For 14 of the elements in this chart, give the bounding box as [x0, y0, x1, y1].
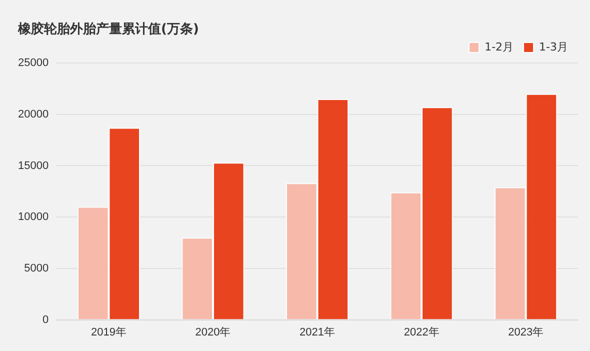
- legend-label: 1-2月: [484, 40, 514, 54]
- y-tick-label: 10000: [18, 211, 49, 224]
- y-tick-label: 15000: [18, 160, 49, 172]
- y-tick-label: 5000: [24, 262, 49, 274]
- x-tick-label: 2019年: [90, 326, 126, 338]
- chart-title: 橡胶轮胎外胎产量累计值(万条): [18, 20, 199, 38]
- x-tick-label: 2023年: [508, 326, 544, 338]
- legend-label: 1-3月: [539, 40, 568, 54]
- x-tick-label: 2022年: [404, 326, 440, 338]
- y-tick-label: 0: [42, 314, 49, 326]
- x-tick-label: 2021年: [300, 326, 336, 338]
- y-tick-label: 25000: [18, 57, 49, 70]
- x-tick-label: 2020年: [195, 326, 231, 338]
- y-tick-label: 20000: [18, 108, 49, 120]
